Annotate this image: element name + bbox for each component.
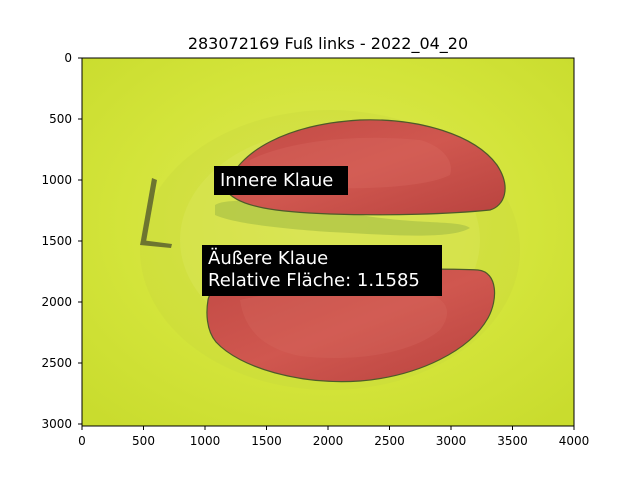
x-tick-label: 4000	[559, 434, 590, 448]
outer-claw-label-line2: Relative Fläche: 1.1585	[208, 270, 420, 291]
x-tick-label: 2500	[374, 434, 405, 448]
y-tick-label: 2500	[41, 356, 72, 370]
y-tick-label: 3000	[41, 417, 72, 431]
y-tick-label: 1500	[41, 234, 72, 248]
hoof-photo	[82, 58, 574, 426]
x-tick-label: 1500	[251, 434, 282, 448]
x-tick-label: 1000	[190, 434, 221, 448]
y-tick-label: 500	[49, 112, 72, 126]
x-tick-label: 0	[78, 434, 86, 448]
y-tick-label: 1000	[41, 173, 72, 187]
x-tick-label: 500	[132, 434, 155, 448]
inner-claw-label: Innere Klaue	[214, 166, 348, 195]
y-axis: 0 500 1000 1500 2000 2500 3000	[41, 51, 82, 431]
y-tick-label: 0	[64, 51, 72, 65]
x-tick-label: 3000	[436, 434, 467, 448]
outer-claw-label-line1: Äußere Klaue	[208, 248, 328, 269]
figure-title: 283072169 Fuß links - 2022_04_20	[188, 34, 468, 54]
y-tick-label: 2000	[41, 295, 72, 309]
x-axis: 0 500 1000 1500 2000 2500 3000 3500 4000	[78, 426, 589, 448]
x-tick-label: 3500	[497, 434, 528, 448]
outer-claw-label: Äußere Klaue Relative Fläche: 1.1585	[202, 245, 442, 296]
inner-claw-label-text: Innere Klaue	[220, 170, 333, 191]
x-tick-label: 2000	[313, 434, 344, 448]
